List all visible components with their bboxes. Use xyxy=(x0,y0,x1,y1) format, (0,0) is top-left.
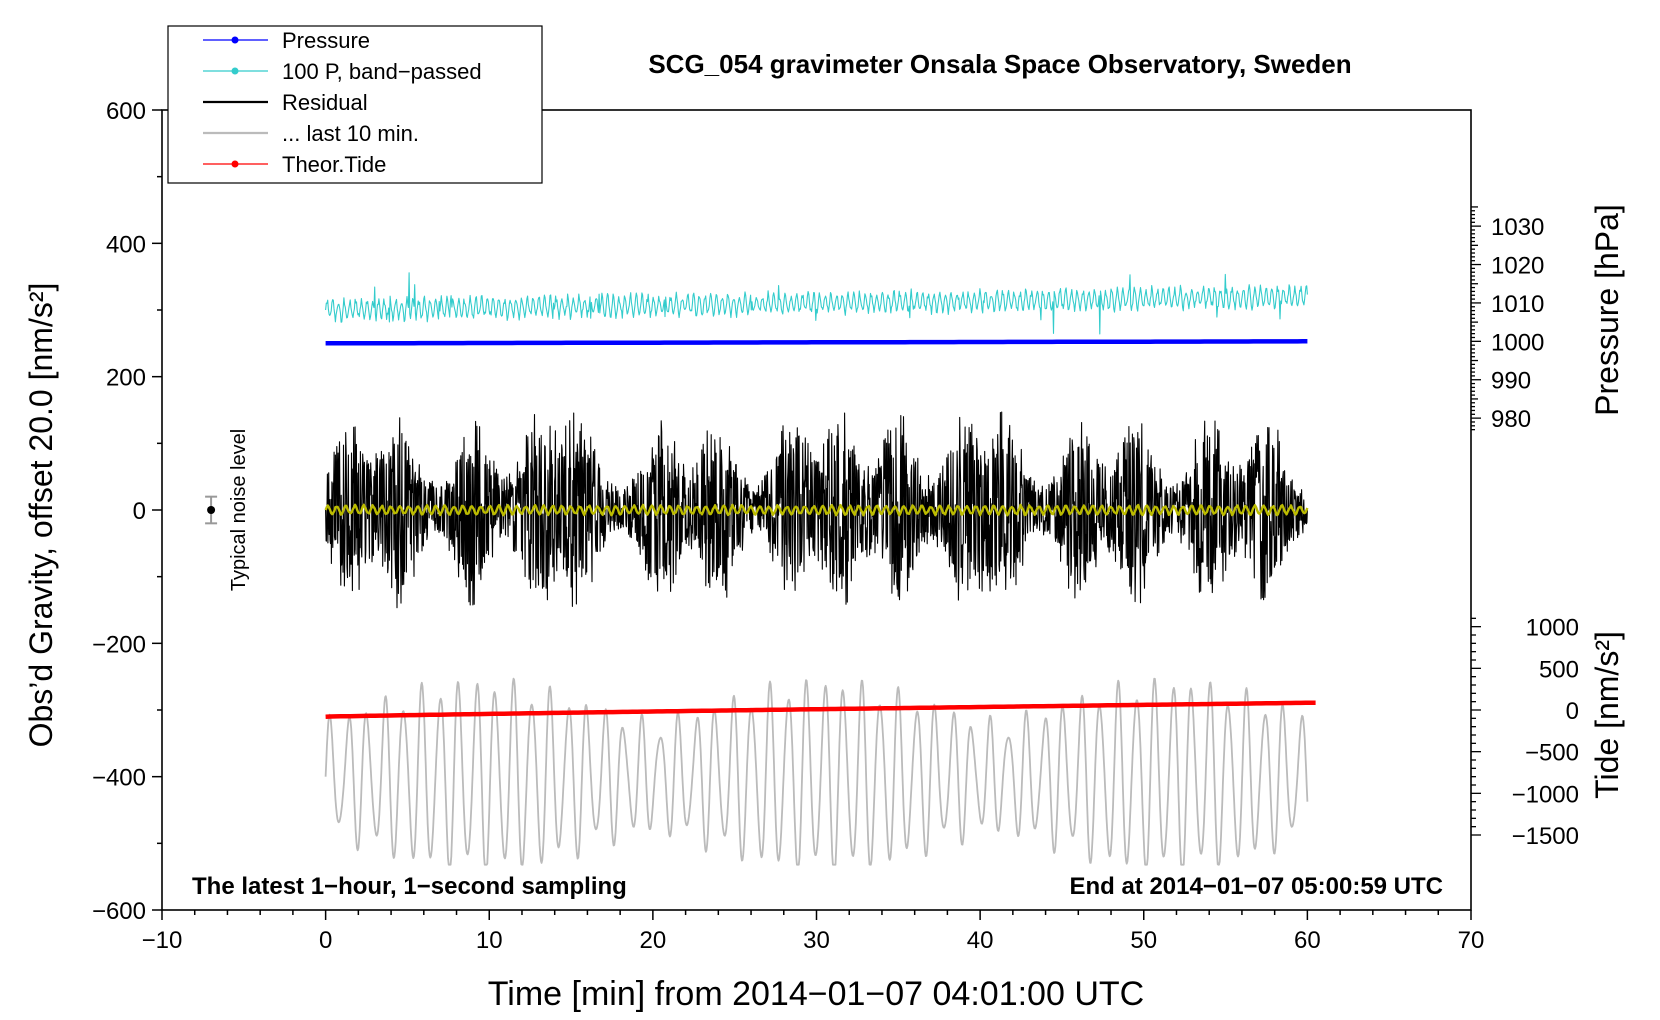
x-tick-label: 0 xyxy=(319,927,332,954)
series-pressure xyxy=(325,339,1308,346)
pressure-tick-label: 1030 xyxy=(1491,214,1544,241)
noise-point xyxy=(207,506,216,514)
y-tick-label: 0 xyxy=(133,498,146,525)
x-tick-label: 50 xyxy=(1130,927,1157,954)
tide-tick-label: −500 xyxy=(1525,740,1579,767)
series-residual-smoothed xyxy=(324,503,1309,517)
y-tick-label: −200 xyxy=(92,631,146,658)
y-axis-label-pressure: Pressure [hPa] xyxy=(1589,204,1625,416)
noise-indicator: Typical noise level xyxy=(205,429,250,591)
y-tick-label: −600 xyxy=(92,898,146,925)
legend: Pressure 100 P, band−passed Residual ... la… xyxy=(167,25,543,184)
annotation-end-time: End at 2014−01−07 05:00:59 UTC xyxy=(1069,873,1443,900)
tide-tick-label: 1000 xyxy=(1526,615,1579,642)
axes-layer: −10 0 10 20 30 40 50 60 706004002000−200−400−600… xyxy=(92,98,1579,954)
legend-label: Theor.Tide xyxy=(282,152,386,177)
y-axis-label-tide: Tide [nm/s²] xyxy=(1589,631,1625,799)
pressure-tick-label: 1010 xyxy=(1491,291,1544,318)
tide-tick-label: −1000 xyxy=(1512,781,1579,808)
x-tick-label: −10 xyxy=(142,927,183,954)
x-tick-label: 20 xyxy=(640,927,667,954)
legend-box xyxy=(167,25,543,184)
y-tick-label: 600 xyxy=(106,98,146,125)
series-last-10-min xyxy=(324,677,1309,866)
series-pressure-bandpassed xyxy=(325,272,1308,335)
legend-label: ... last 10 min. xyxy=(282,121,419,146)
chart-title: SCG_054 gravimeter Onsala Space Observat… xyxy=(648,49,1351,79)
x-tick-label: 70 xyxy=(1458,927,1485,954)
legend-label: 100 P, band−passed xyxy=(282,59,482,84)
x-tick-label: 60 xyxy=(1294,927,1321,954)
legend-entries: Pressure 100 P, band−passed Residual ... la… xyxy=(203,28,482,177)
y-tick-label: −400 xyxy=(92,765,146,792)
noise-label: Typical noise level xyxy=(228,429,250,591)
pressure-tick-label: 980 xyxy=(1491,406,1531,433)
series-layer xyxy=(324,272,1316,866)
y-tick-label: 200 xyxy=(106,365,146,392)
legend-marker xyxy=(231,160,239,168)
x-tick-label: 40 xyxy=(967,927,994,954)
pressure-tick-label: 990 xyxy=(1491,368,1531,395)
tide-tick-label: 500 xyxy=(1539,656,1579,683)
tide-tick-label: 0 xyxy=(1566,698,1579,725)
tide-tick-label: −1500 xyxy=(1512,823,1579,850)
legend-marker xyxy=(231,36,239,44)
x-axis-label: Time [min] from 2014−01−07 04:01:00 UTC xyxy=(488,975,1144,1013)
legend-marker xyxy=(231,67,239,75)
x-tick-label: 30 xyxy=(803,927,830,954)
pressure-tick-label: 1020 xyxy=(1491,253,1544,280)
x-tick-label: 10 xyxy=(476,927,503,954)
series-theor-tide xyxy=(325,700,1316,719)
y-axis-label-left: Obs’d Gravity, offset 20.0 [nm/s²] xyxy=(23,283,59,748)
y-tick-label: 400 xyxy=(106,231,146,258)
legend-label: Pressure xyxy=(282,28,370,53)
pressure-tick-label: 1000 xyxy=(1491,329,1544,356)
annotation-sampling: The latest 1−hour, 1−second sampling xyxy=(192,873,627,900)
legend-label: Residual xyxy=(282,90,368,115)
